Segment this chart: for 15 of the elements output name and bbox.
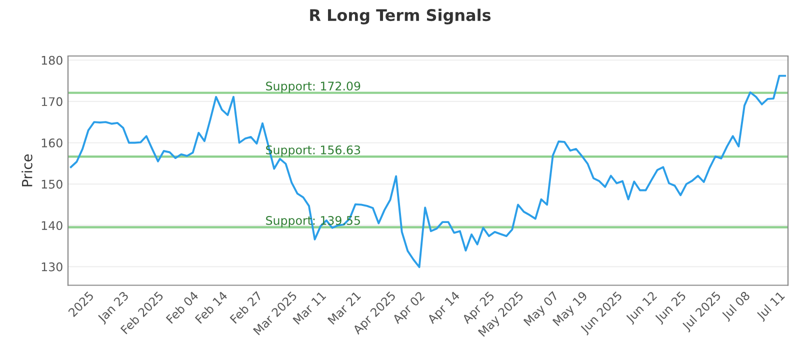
- y-tick-label: 130: [42, 262, 62, 272]
- chart-title: R Long Term Signals: [310, 8, 491, 24]
- x-tick-label: Jul 11: [756, 290, 787, 322]
- line-series: [70, 74, 786, 268]
- x-tick-label: Mar 21: [327, 291, 362, 325]
- y-tick-label: 140: [42, 221, 62, 230]
- x-tick-label: Apr 14: [426, 290, 462, 326]
- y-tick-label: 170: [42, 97, 62, 106]
- x-tick-label: Jul 08: [720, 290, 752, 322]
- y-axis-title: Price: [22, 154, 32, 186]
- ref-line-label: Support: 172.09: [266, 82, 360, 93]
- y-tick-label: 160: [42, 138, 62, 148]
- y-tick-label: 150: [42, 180, 62, 189]
- x-tick-label: Feb 27: [229, 290, 262, 324]
- y-tick-label: 180: [42, 56, 62, 65]
